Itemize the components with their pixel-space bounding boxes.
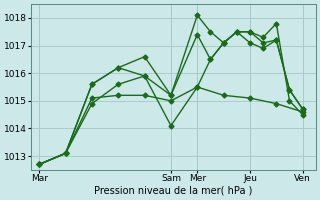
X-axis label: Pression niveau de la mer( hPa ): Pression niveau de la mer( hPa )	[94, 186, 253, 196]
